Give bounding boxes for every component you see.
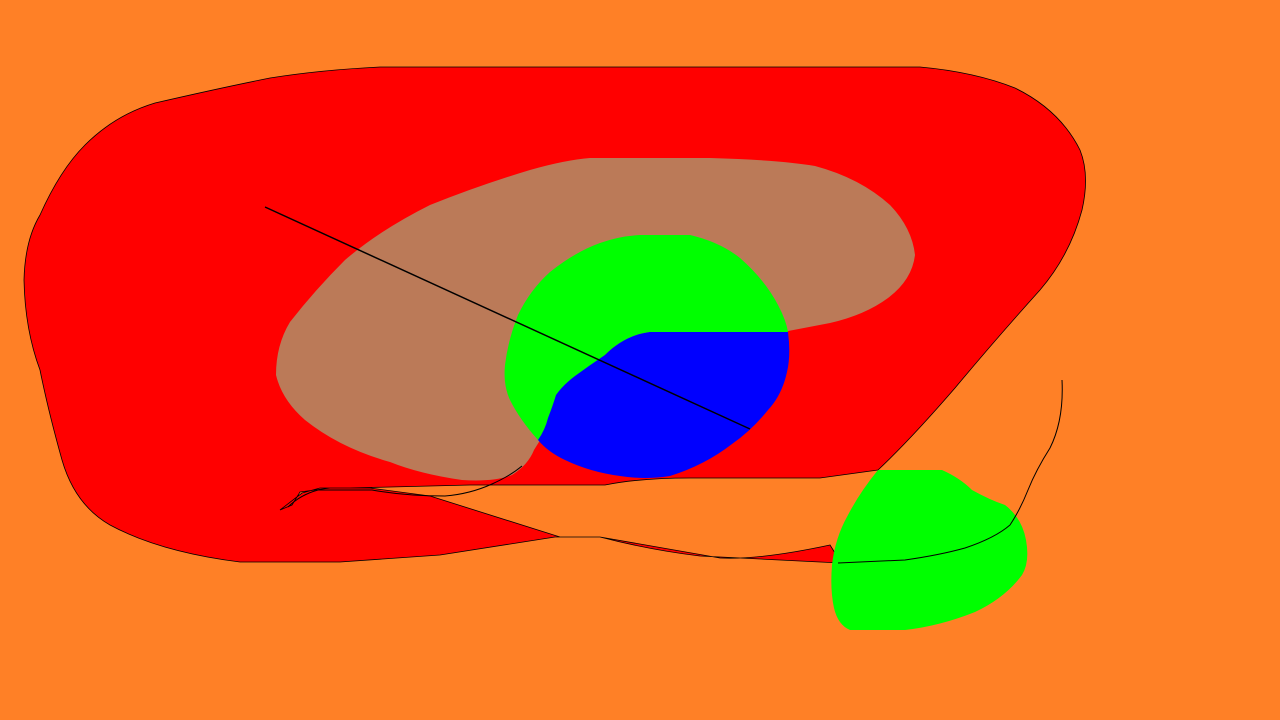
- diagonal-line: [264, 206, 751, 430]
- right-curve-line: [837, 379, 1063, 564]
- center-circle-green-half: [504, 235, 788, 440]
- bottom-wavy-line: [287, 465, 523, 508]
- lower-right-green-blob: [831, 470, 1028, 630]
- center-circle-blue-half: [538, 332, 790, 478]
